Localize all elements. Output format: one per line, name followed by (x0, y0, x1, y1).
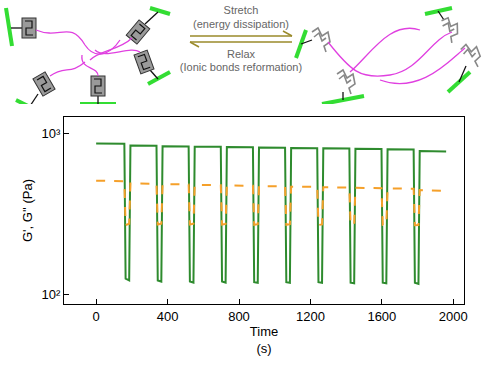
svg-text:0: 0 (93, 309, 100, 324)
svg-text:1200: 1200 (296, 309, 325, 324)
svg-text:Time(s): Time(s) (250, 324, 278, 356)
svg-text:(energy dissipation): (energy dissipation) (193, 18, 289, 30)
svg-text:400: 400 (157, 309, 179, 324)
svg-text:800: 800 (228, 309, 250, 324)
svg-text:Stretch: Stretch (224, 4, 259, 16)
svg-text:G', G'' (Pa): G', G'' (Pa) (20, 179, 35, 242)
svg-text:10²: 10² (42, 287, 61, 302)
svg-text:Relax: Relax (227, 48, 256, 60)
svg-text:10³: 10³ (42, 126, 61, 141)
svg-text:1600: 1600 (367, 309, 396, 324)
svg-text:(Ionic bonds reformation): (Ionic bonds reformation) (180, 61, 302, 73)
svg-text:2000: 2000 (439, 309, 468, 324)
